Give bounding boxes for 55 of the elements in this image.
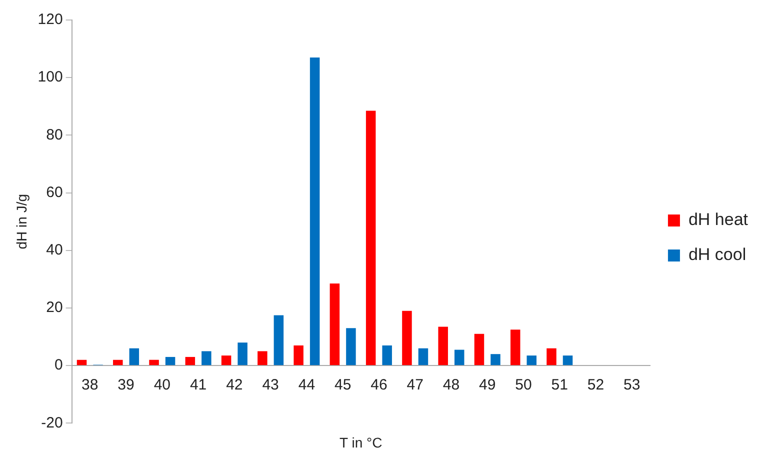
bar xyxy=(149,360,159,366)
x-tick-label: 49 xyxy=(479,376,496,394)
bar xyxy=(113,360,123,366)
bar xyxy=(454,350,464,366)
bar xyxy=(418,348,428,366)
bar xyxy=(402,310,412,366)
legend-label: dH heat xyxy=(688,210,748,230)
y-tick-label: 100 xyxy=(38,68,63,86)
bar xyxy=(310,57,320,366)
bar xyxy=(185,356,196,366)
x-tick-label: 51 xyxy=(551,376,568,394)
bar xyxy=(129,348,140,366)
x-tick-label: 38 xyxy=(82,376,98,394)
y-tick-label: 80 xyxy=(46,126,63,144)
x-axis-title: T in °C xyxy=(340,434,382,450)
x-tick-label: 39 xyxy=(118,376,134,394)
bar xyxy=(490,354,500,366)
bar xyxy=(274,315,284,366)
x-tick-label: 41 xyxy=(190,376,207,394)
bar xyxy=(330,284,340,366)
bar xyxy=(546,348,556,366)
bar xyxy=(438,326,448,366)
y-tick-label: 120 xyxy=(38,11,63,28)
bar xyxy=(238,342,248,366)
x-tick-label: 44 xyxy=(298,376,316,394)
y-tick-label: 20 xyxy=(46,299,63,316)
x-tick-label: 50 xyxy=(515,376,532,394)
y-tick-label: -20 xyxy=(41,414,63,432)
y-axis-title: dH in J/g xyxy=(13,194,30,250)
bar xyxy=(165,356,176,366)
x-tick-label: 53 xyxy=(624,376,640,394)
x-tick-label: 43 xyxy=(262,376,279,394)
bar xyxy=(76,360,87,366)
bar xyxy=(382,345,392,366)
bar xyxy=(526,356,536,366)
y-tick-label: 60 xyxy=(46,184,63,201)
x-tick-label: 45 xyxy=(334,376,352,394)
bar xyxy=(474,334,484,366)
legend-label: dH cool xyxy=(688,245,746,264)
x-tick-label: 48 xyxy=(442,376,460,394)
bar xyxy=(221,356,232,366)
y-tick-label: 40 xyxy=(46,242,63,259)
x-tick-label: 40 xyxy=(154,376,171,394)
bar xyxy=(202,351,212,366)
bar xyxy=(294,345,304,366)
x-tick-label: 46 xyxy=(370,376,388,394)
bar xyxy=(562,356,573,366)
x-tick-label: 42 xyxy=(226,376,243,394)
bar xyxy=(510,330,520,366)
y-tick-label: 0 xyxy=(54,356,63,374)
bar xyxy=(346,328,356,366)
bar xyxy=(258,351,268,366)
x-tick-label: 47 xyxy=(406,376,424,394)
bar xyxy=(366,110,376,366)
x-tick-label: 52 xyxy=(587,376,604,394)
